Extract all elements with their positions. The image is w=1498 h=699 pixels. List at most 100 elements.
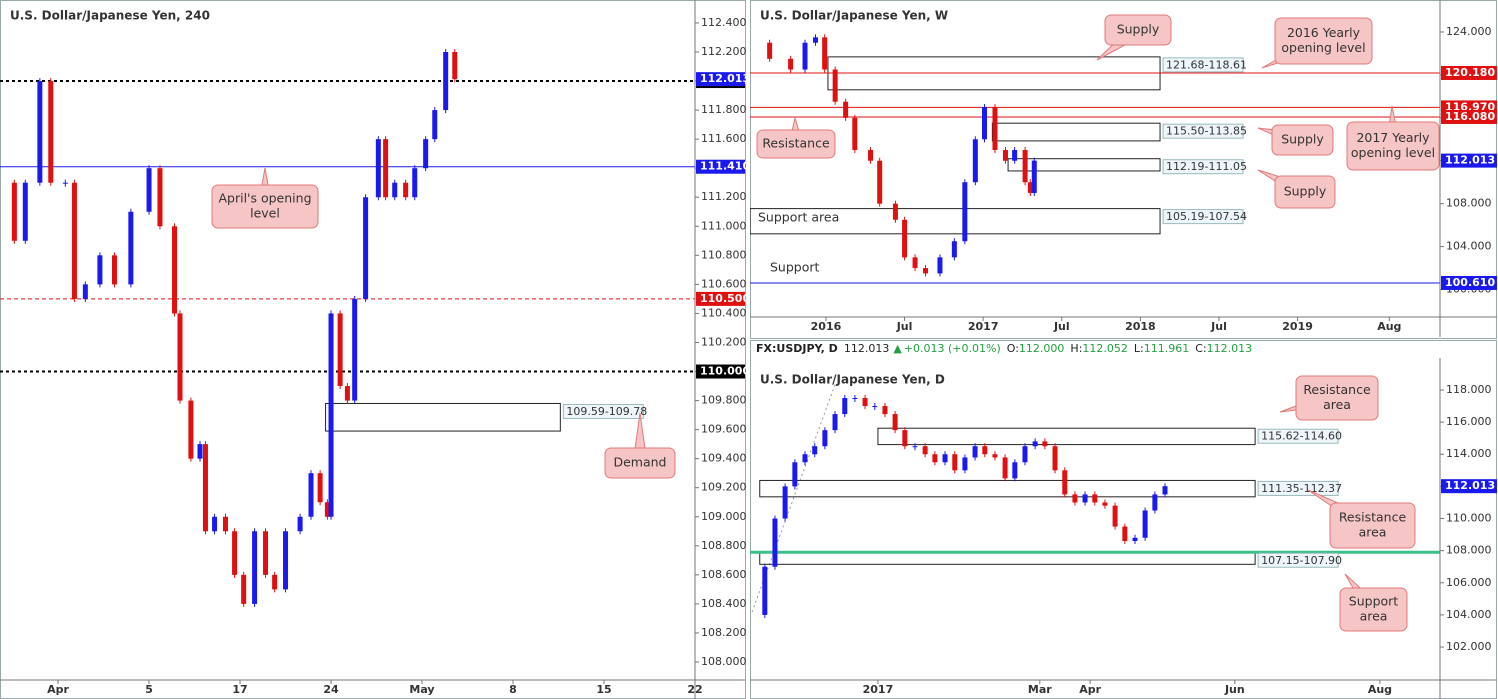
y-tick-label: 112.200 <box>701 45 747 58</box>
level-label-box <box>1441 109 1497 124</box>
candle-body <box>962 457 968 471</box>
candle-body <box>1162 486 1168 495</box>
candle-body <box>922 446 928 455</box>
candle-body <box>82 284 88 299</box>
candle-body <box>762 566 768 615</box>
info-open-label: O: <box>1007 342 1019 355</box>
candle-body <box>324 502 330 517</box>
level-label: 110.500 <box>700 292 750 305</box>
callout-box <box>756 129 836 159</box>
candle-body <box>767 42 773 59</box>
annotation: Demand <box>613 455 666 470</box>
info-low-label: L: <box>1134 342 1144 355</box>
candle-body <box>128 211 134 285</box>
level-label: 112.013 <box>700 72 750 85</box>
candle-body <box>1122 526 1128 542</box>
y-tick-label: 110.000 <box>1446 512 1492 525</box>
y-tick-label: 109.000 <box>701 510 747 523</box>
zone <box>1007 158 1161 172</box>
x-tick-label: Aug <box>1377 320 1401 333</box>
x-tick-label: 2017 <box>968 320 999 333</box>
candle-body <box>982 446 988 455</box>
candle-body <box>832 69 838 102</box>
candle-body <box>1002 150 1008 161</box>
candle-body <box>188 400 194 459</box>
annotation: Support <box>1349 594 1399 609</box>
candle-body <box>862 398 868 407</box>
candle-body <box>1052 446 1058 471</box>
zone-label: 112.19-111.05 <box>1166 160 1247 173</box>
x-tick-label: 5 <box>145 683 153 696</box>
candle-body <box>1072 494 1078 503</box>
x-tick-label: Apr <box>1079 683 1101 696</box>
x-tick-label: 2017 <box>863 683 894 696</box>
candle-body <box>1012 150 1018 161</box>
candle-body <box>1031 160 1037 193</box>
level-label-box <box>1441 65 1497 80</box>
x-tick-label: 17 <box>232 683 247 696</box>
y-tick-label: 109.400 <box>701 452 747 465</box>
y-tick-label: 108.400 <box>701 597 747 610</box>
level-label: 120.180 <box>1445 66 1495 79</box>
candle-body <box>813 37 819 43</box>
annotation: Resistance <box>762 136 830 151</box>
info-last: 112.013 <box>844 342 890 355</box>
plot-area <box>750 427 1440 565</box>
candle-body <box>62 182 68 184</box>
info-close-label: C: <box>1195 342 1206 355</box>
annotation: 2017 Yearly <box>1356 130 1430 145</box>
candle-body <box>328 313 334 517</box>
callout-box <box>1339 587 1408 632</box>
candle-body <box>932 454 938 463</box>
annotation: opening level <box>1281 40 1365 55</box>
candle-body <box>1042 441 1048 447</box>
callout-box <box>604 447 676 479</box>
candle-body <box>937 257 943 274</box>
x-tick-label: Apr <box>47 683 69 696</box>
candle-body <box>212 516 218 532</box>
y-tick-label: 108.200 <box>701 626 747 639</box>
candle-body <box>843 101 849 118</box>
y-tick-label: 110.400 <box>701 306 747 319</box>
info-change: +0.013 (+0.01%) <box>904 342 1001 355</box>
candle-body <box>1022 446 1028 463</box>
candle-body <box>802 42 808 70</box>
annotation: Resistance <box>1339 510 1407 525</box>
candle-body <box>902 430 908 447</box>
x-tick-label: 8 <box>509 683 517 696</box>
candle-body <box>412 168 418 198</box>
y-tick-label: 110.600 <box>701 277 747 290</box>
annotation: Supply <box>1281 132 1324 147</box>
candle-body <box>71 182 77 299</box>
candle-body <box>297 516 303 532</box>
candle-body <box>877 160 883 204</box>
candle-body <box>432 110 438 140</box>
candle-body <box>452 51 458 80</box>
candle-body <box>962 182 968 242</box>
y-tick-label: 112.400 <box>701 16 747 29</box>
candle-body <box>363 197 369 299</box>
x-tick-label: 2016 <box>811 320 842 333</box>
candle-body <box>802 454 808 463</box>
candle-body <box>1022 150 1028 183</box>
info-high: 112.052 <box>1082 342 1128 355</box>
level-label: 116.080 <box>1445 110 1495 123</box>
candle-body <box>1152 494 1158 511</box>
candle-body <box>788 58 794 70</box>
y-tick-label: 104.000 <box>1446 240 1492 253</box>
y-tick-label: 104.000 <box>1446 608 1492 621</box>
candle-body <box>923 268 929 274</box>
plot-area <box>0 80 695 432</box>
candle-body <box>283 531 289 590</box>
y-tick-label: 108.600 <box>701 568 747 581</box>
info-close: 112.013 <box>1207 342 1253 355</box>
candle-body <box>1027 182 1033 193</box>
candle-body <box>202 444 208 532</box>
candle-body <box>782 486 788 519</box>
annotation: Supply <box>1284 184 1327 199</box>
y-tick-label: 108.000 <box>701 655 747 668</box>
level-label: 111.410 <box>700 160 750 173</box>
callout-box <box>1274 17 1373 65</box>
